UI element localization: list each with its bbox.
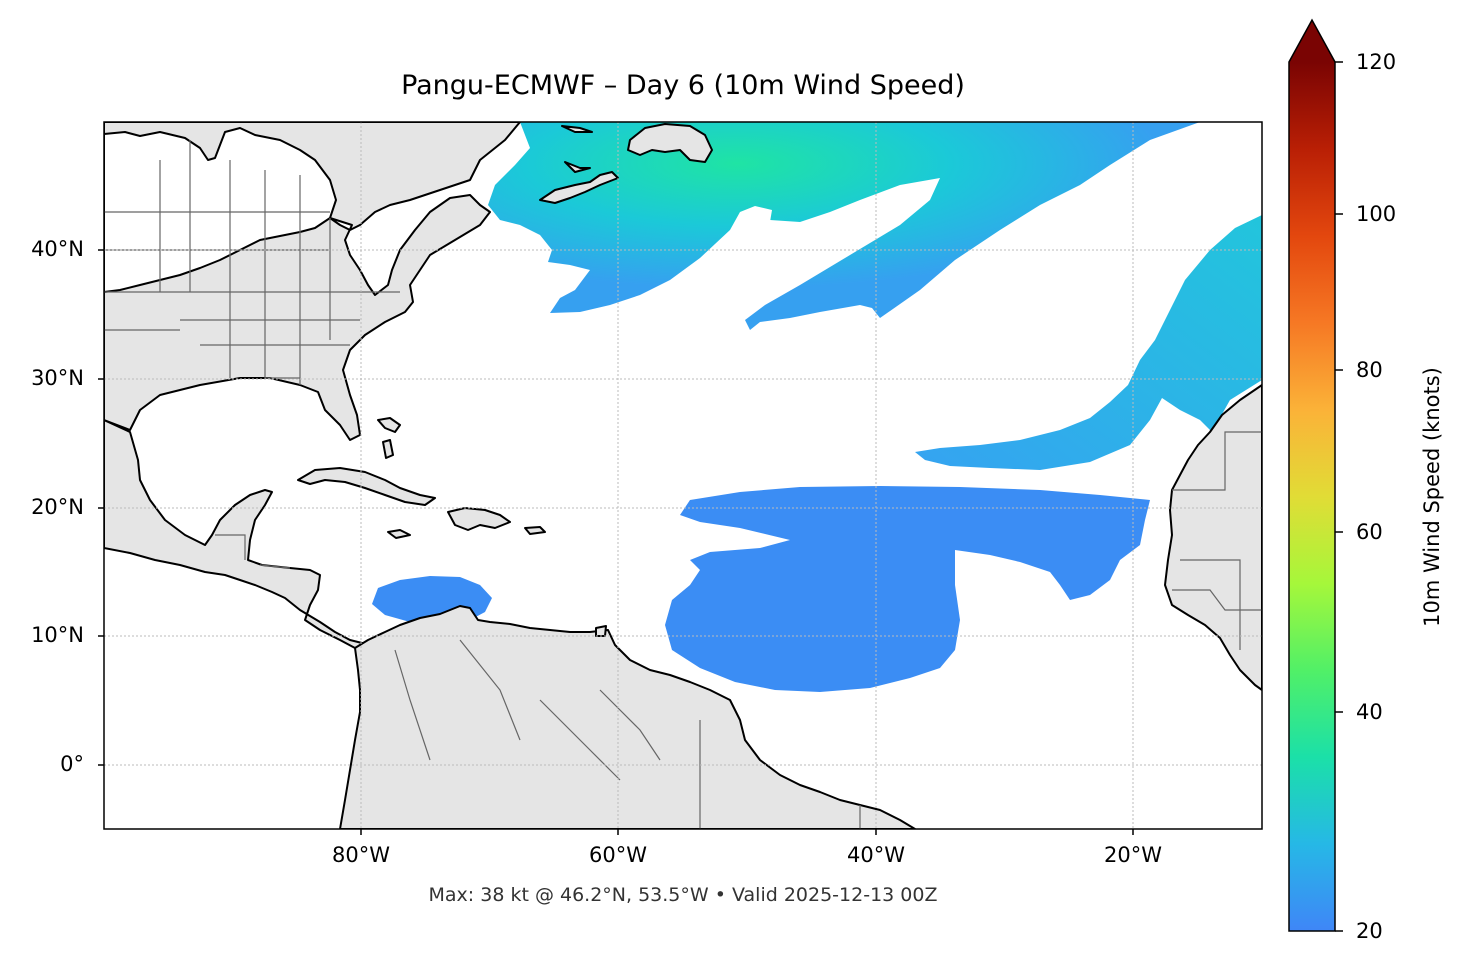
lat-tick-label: 20°N [31, 495, 84, 519]
map-title: Pangu-ECMWF – Day 6 (10m Wind Speed) [401, 70, 965, 101]
trinidad-land [595, 625, 607, 637]
colorbar [1288, 18, 1343, 932]
lat-tick-label: 40°N [31, 237, 84, 261]
hispaniola-land [447, 507, 511, 531]
axis-tick-marks [98, 249, 1134, 835]
colorbar-tick-label: 80 [1356, 358, 1383, 382]
mexico-central-america-land [104, 419, 381, 669]
africa-land [1164, 384, 1262, 691]
colorbar-label: 10m Wind Speed (knots) [1420, 367, 1444, 627]
map-frame [103, 121, 1263, 830]
colorbar-extend-arrow [1289, 20, 1335, 62]
lat-tick-label: 30°N [31, 366, 84, 390]
jamaica-land [387, 529, 411, 539]
bahamas-land [377, 417, 401, 459]
wind-band-east [915, 215, 1262, 470]
lat-tick-label: 0° [60, 752, 84, 776]
footer-separator: • [714, 884, 726, 906]
wind-speed-field [372, 122, 1262, 692]
colorbar-outline [1288, 18, 1336, 932]
colorbar-ticks [1335, 61, 1343, 932]
north-america-land [104, 122, 521, 441]
lon-tick-label: 40°W [847, 843, 905, 867]
lat-tick-label: 10°N [31, 623, 84, 647]
lon-tick-label: 20°W [1104, 843, 1162, 867]
graticule [104, 122, 1262, 829]
colorbar-tick-label: 20 [1356, 919, 1383, 943]
wind-band-northwest [488, 122, 1200, 330]
anticosti-land [561, 125, 593, 133]
nova-scotia-land [539, 171, 619, 204]
colorbar-gradient [1289, 62, 1335, 931]
newfoundland-land [627, 123, 713, 163]
lon-tick-label: 60°W [589, 843, 647, 867]
max-wind-label: Max: 38 kt @ 46.2°N, 53.5°W [428, 884, 709, 906]
puerto-rico-land [524, 526, 546, 535]
wind-band-subtropical [665, 486, 1150, 692]
lon-tick-label: 80°W [332, 843, 390, 867]
pei-land [564, 161, 591, 173]
cuba-land [297, 467, 436, 506]
colorbar-tick-label: 100 [1356, 202, 1397, 226]
valid-time-label: Valid 2025-12-13 00Z [732, 884, 938, 906]
map-footer: Max: 38 kt @ 46.2°N, 53.5°W • Valid 2025… [104, 884, 1262, 906]
colorbar-tick-label: 120 [1356, 50, 1397, 74]
colorbar-tick-label: 60 [1356, 520, 1383, 544]
colorbar-tick-label: 40 [1356, 700, 1383, 724]
